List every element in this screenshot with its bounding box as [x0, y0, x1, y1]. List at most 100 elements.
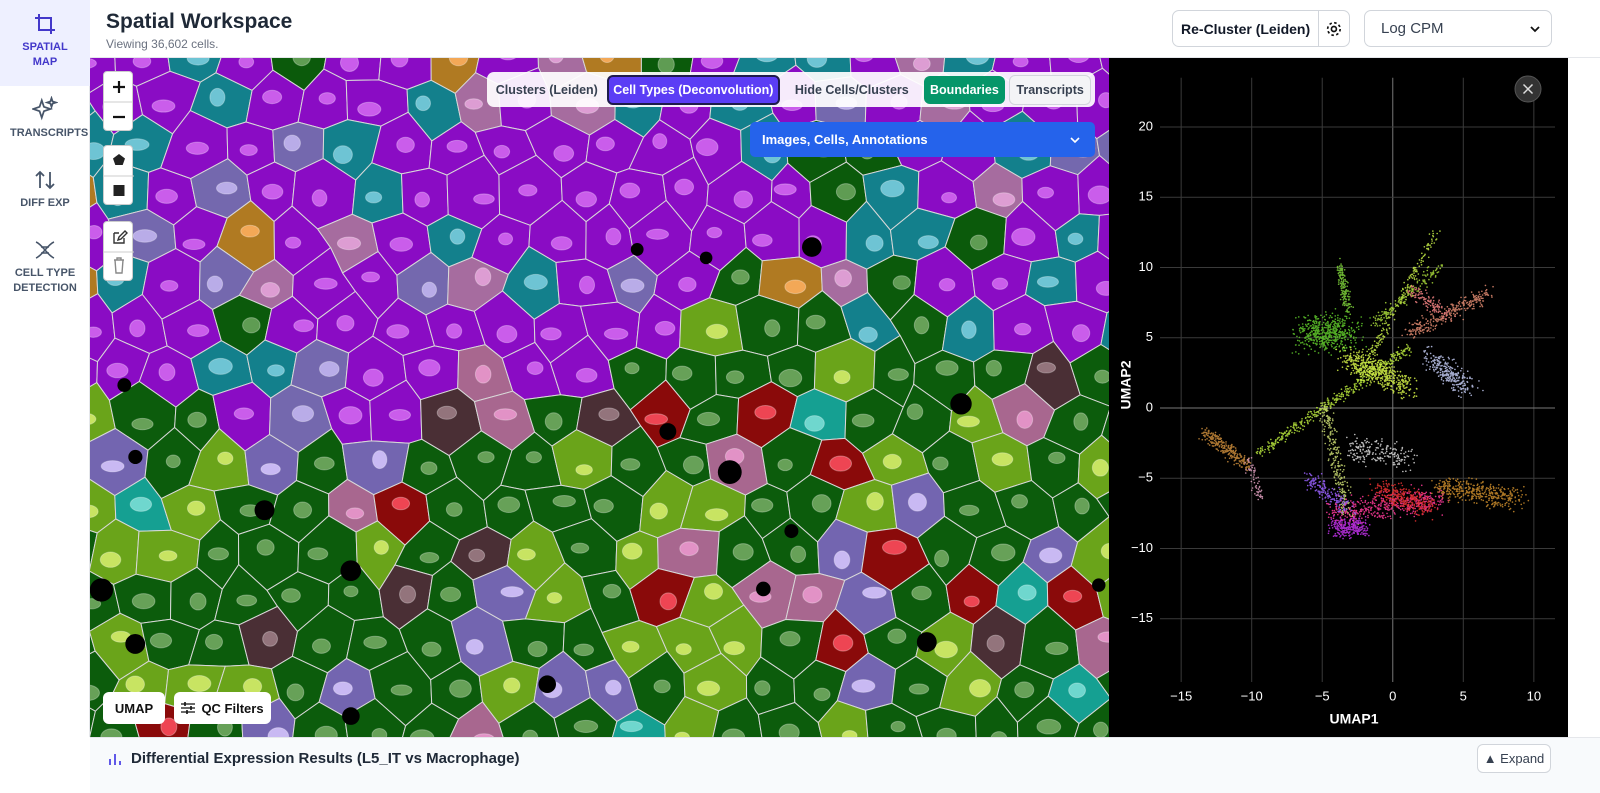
nucleus	[209, 87, 226, 107]
nucleus	[695, 138, 719, 157]
nucleus	[621, 542, 643, 560]
nucleus	[204, 633, 224, 650]
edit-icons[interactable]	[104, 222, 134, 282]
nucleus	[599, 58, 615, 64]
footer-title: Differential Expression Results (L5_IT v…	[131, 750, 520, 767]
nucleus	[399, 585, 417, 604]
nucleus	[336, 236, 362, 251]
page-subtitle: Viewing 36,602 cells.	[106, 37, 219, 51]
point-cloud	[1370, 264, 1444, 327]
nucleus	[498, 232, 514, 246]
nucleus	[372, 450, 388, 470]
settings-button[interactable]	[1319, 19, 1349, 39]
nucleus	[418, 359, 441, 377]
recluster-button[interactable]: Re-Cluster (Leiden)	[1181, 20, 1311, 37]
nucleus	[90, 58, 97, 69]
close-umap-button[interactable]	[1514, 75, 1542, 103]
nucleus	[149, 632, 173, 649]
nucleus	[911, 585, 932, 601]
spatial-map[interactable]	[90, 58, 1109, 737]
nucleus	[240, 224, 260, 238]
qc-filters-button[interactable]: QC Filters	[174, 692, 271, 724]
nucleus	[522, 729, 539, 737]
umap-button[interactable]: UMAP	[103, 692, 165, 724]
chevron	[1530, 25, 1540, 32]
nucleus	[854, 58, 874, 63]
nucleus	[956, 415, 980, 428]
layer-button[interactable]: Clusters (Leiden)	[495, 82, 598, 97]
nucleus	[474, 267, 492, 287]
nucleus	[131, 417, 154, 431]
point-cloud	[1291, 307, 1371, 356]
nucleus	[256, 539, 275, 556]
nucleus	[318, 361, 340, 377]
x-tick-label: 10	[1527, 688, 1541, 703]
nucleus	[696, 680, 721, 697]
nucleus	[165, 454, 181, 469]
nucleus	[286, 683, 305, 702]
nav-label: CELL TYPE DETECTION	[13, 267, 77, 294]
nucleus	[449, 228, 466, 245]
nucleus	[890, 720, 906, 733]
nucleus	[129, 319, 146, 338]
nucleus	[802, 586, 823, 604]
nucleus	[516, 548, 536, 561]
nucleus	[311, 189, 328, 207]
nucleus	[90, 684, 100, 701]
icon-crop	[35, 14, 55, 34]
nucleus	[473, 733, 495, 737]
draw-icons[interactable]	[104, 146, 134, 206]
nucleus	[912, 58, 931, 72]
gap	[659, 423, 677, 440]
nucleus	[917, 235, 939, 250]
gap	[699, 251, 713, 265]
toggle-button-on[interactable]: Boundaries	[923, 75, 1006, 104]
nucleus	[934, 549, 950, 568]
nucleus	[1100, 542, 1109, 560]
y-tick-label: 10	[1139, 259, 1153, 274]
gap	[802, 237, 822, 257]
layer-button-active[interactable]: Cell Types (Deconvolution)	[606, 74, 781, 105]
nucleus	[938, 278, 956, 292]
nucleus	[1087, 185, 1109, 205]
nucleus	[1012, 58, 1029, 68]
filter-icon	[181, 702, 196, 714]
nav-transcripts[interactable]: TRANSCRIPTS	[0, 96, 90, 152]
nucleus	[283, 134, 301, 152]
toggle-button[interactable]: Transcripts	[1009, 74, 1091, 105]
nucleus	[90, 224, 103, 240]
nucleus	[965, 58, 990, 66]
nucleus	[756, 58, 778, 63]
nucleus	[678, 276, 697, 293]
nucleus	[100, 460, 125, 473]
nucleus	[131, 593, 156, 610]
x-tick-label: −15	[1170, 688, 1192, 703]
nucleus	[336, 314, 355, 332]
layers-dropdown[interactable]: Images, Cells, Annotations	[750, 122, 1095, 157]
nav-label: DIFF EXP	[20, 197, 70, 209]
expand-button[interactable]: ▲ Expand	[1477, 744, 1551, 773]
nucleus	[90, 598, 102, 610]
gap	[950, 393, 972, 415]
nav-cell-type[interactable]: CELL TYPE DETECTION	[0, 238, 90, 304]
nucleus	[546, 592, 563, 604]
nucleus	[575, 367, 598, 383]
nav-diff-exp[interactable]: DIFF EXP	[0, 168, 90, 218]
nucleus	[602, 583, 622, 599]
nucleus	[409, 729, 435, 737]
normalization-select[interactable]: Log CPM	[1364, 10, 1552, 47]
nucleus	[445, 502, 463, 517]
nav-spatial-map[interactable]: SPATIAL MAP	[0, 0, 90, 86]
nucleus	[1036, 718, 1062, 735]
nucleus	[731, 269, 750, 285]
gap	[717, 460, 742, 485]
nucleus	[751, 233, 773, 247]
cell	[1100, 311, 1109, 351]
nucleus	[968, 678, 992, 698]
y-tick-label: −15	[1131, 610, 1153, 625]
nucleus	[703, 582, 724, 600]
layer-button[interactable]: Hide Cells/Clusters	[794, 82, 909, 97]
point-cloud	[1336, 257, 1355, 316]
nucleus	[880, 179, 905, 198]
